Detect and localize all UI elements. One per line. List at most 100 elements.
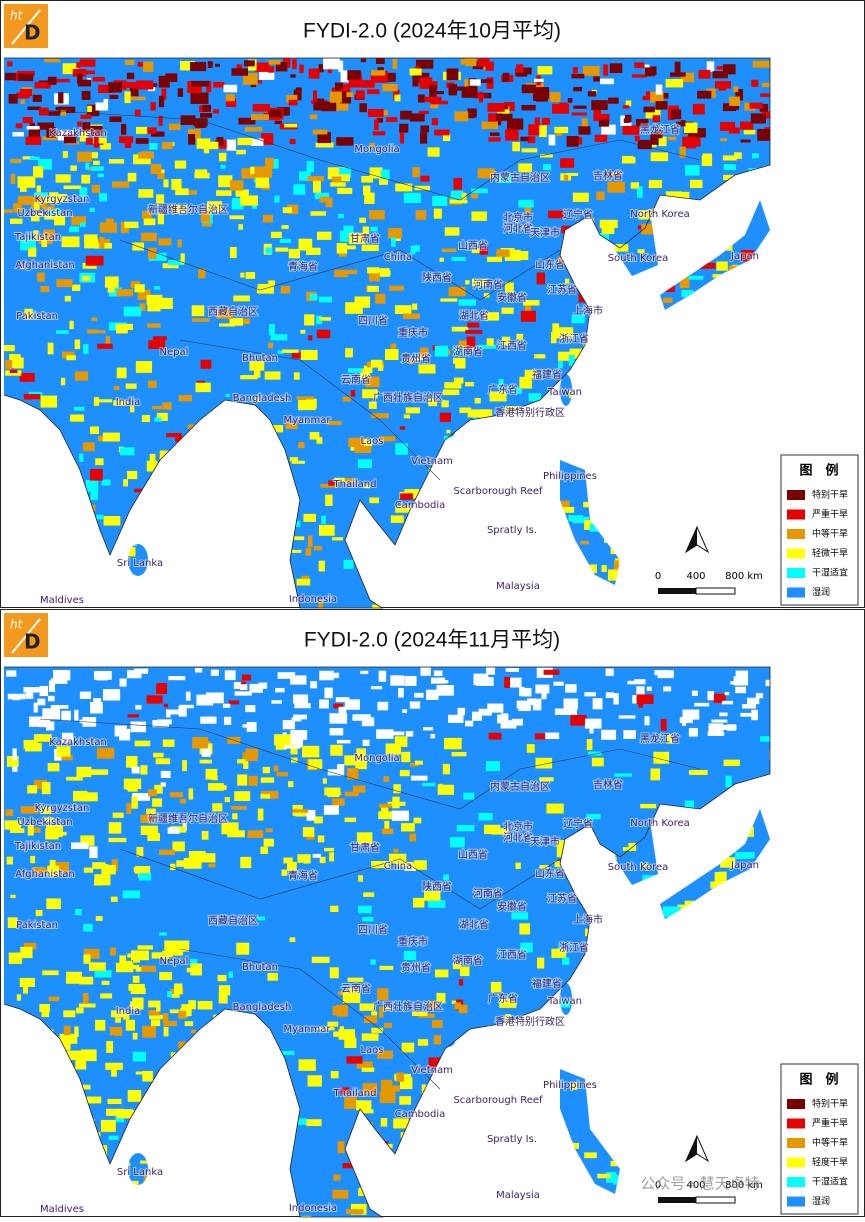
place-label: Mongolia xyxy=(354,753,399,764)
legend-label: 干湿适宜 xyxy=(812,1176,848,1188)
drought-patch xyxy=(180,190,197,195)
drought-patch xyxy=(332,537,343,541)
drought-patch xyxy=(395,183,413,192)
drought-patch xyxy=(65,1050,81,1061)
drought-patch xyxy=(6,670,17,677)
drought-patch xyxy=(327,420,342,426)
drought-patch xyxy=(415,245,420,252)
drought-patch xyxy=(47,111,60,116)
place-label: 香港特别行政区 xyxy=(495,1015,565,1028)
drought-patch xyxy=(110,947,116,956)
drought-patch xyxy=(564,705,577,715)
drought-patch xyxy=(360,80,375,88)
drought-patch xyxy=(56,746,71,757)
drought-patch xyxy=(347,368,363,373)
place-label: 黑龙江省 xyxy=(640,732,680,745)
drought-patch xyxy=(135,1071,144,1075)
drought-patch xyxy=(102,432,120,442)
drought-patch xyxy=(225,94,235,102)
drought-patch xyxy=(563,174,569,181)
scale-label: 800 km xyxy=(725,1180,763,1191)
drought-patch xyxy=(135,138,149,144)
drought-patch xyxy=(606,171,623,176)
drought-patch xyxy=(637,249,645,254)
drought-patch xyxy=(244,60,255,67)
drought-patch xyxy=(126,803,132,815)
drought-patch xyxy=(381,828,394,835)
drought-patch xyxy=(313,546,323,551)
drought-patch xyxy=(751,79,759,87)
place-label: 山东省 xyxy=(535,867,565,880)
drought-patch xyxy=(161,142,173,150)
drought-patch xyxy=(520,136,530,142)
drought-patch xyxy=(614,773,632,777)
drought-patch xyxy=(55,330,69,335)
drought-patch xyxy=(636,186,643,198)
drought-patch xyxy=(396,1072,404,1082)
drought-patch xyxy=(77,73,83,84)
drought-patch xyxy=(190,62,207,72)
drought-patch xyxy=(258,682,268,689)
legend-label: 湿润 xyxy=(812,586,830,598)
drought-patch xyxy=(682,136,697,149)
drought-patch xyxy=(286,861,297,871)
drought-patch xyxy=(292,809,309,813)
place-label: 山西省 xyxy=(458,848,488,861)
drought-patch xyxy=(264,371,281,380)
legend-label: 轻微干旱 xyxy=(812,547,848,559)
drought-patch xyxy=(347,70,361,81)
drought-patch xyxy=(337,1141,345,1154)
drought-patch xyxy=(500,713,509,722)
drought-patch xyxy=(486,667,496,675)
drought-patch xyxy=(116,328,128,334)
drought-patch xyxy=(90,701,103,714)
drought-patch xyxy=(735,670,749,677)
drought-patch xyxy=(49,192,59,199)
drought-patch xyxy=(684,122,698,134)
drought-patch xyxy=(83,867,94,873)
drought-patch xyxy=(471,711,482,721)
drought-patch xyxy=(139,303,146,311)
drought-patch xyxy=(174,160,187,169)
drought-patch xyxy=(224,797,230,803)
place-label: Uzbekistan xyxy=(17,817,72,828)
drought-patch xyxy=(287,204,299,214)
drought-patch xyxy=(157,173,165,180)
drought-patch xyxy=(190,963,202,976)
drought-patch xyxy=(467,108,477,118)
drought-patch xyxy=(79,453,84,462)
place-label: 内蒙古自治区 xyxy=(490,171,550,184)
place-label: North Korea xyxy=(630,209,690,220)
drought-patch xyxy=(196,694,214,706)
drought-patch xyxy=(523,300,540,306)
drought-patch xyxy=(582,65,600,76)
drought-patch xyxy=(385,77,394,81)
drought-patch xyxy=(637,139,652,150)
drought-patch xyxy=(194,169,208,176)
drought-patch xyxy=(361,175,373,183)
drought-patch xyxy=(10,218,23,224)
drought-patch xyxy=(312,129,328,135)
place-label: 西藏自治区 xyxy=(208,305,258,318)
drought-patch xyxy=(364,1015,378,1024)
drought-patch xyxy=(384,1022,393,1028)
drought-patch xyxy=(281,225,289,229)
drought-patch xyxy=(319,670,334,681)
drought-patch xyxy=(377,1050,393,1059)
drought-patch xyxy=(293,372,300,380)
drought-patch xyxy=(98,84,114,93)
drought-patch xyxy=(298,238,313,251)
drought-patch xyxy=(268,280,276,286)
drought-patch xyxy=(128,983,145,991)
place-label: Kyrgyzstan xyxy=(35,194,90,205)
place-label: 陕西省 xyxy=(422,271,452,284)
drought-patch xyxy=(148,1010,160,1016)
drought-patch xyxy=(557,351,570,361)
drought-patch xyxy=(308,335,313,341)
drought-patch xyxy=(350,389,356,397)
drought-patch xyxy=(306,161,314,173)
drought-patch xyxy=(439,412,451,422)
drought-patch xyxy=(477,58,490,67)
drought-patch xyxy=(392,796,400,809)
place-label: 新疆维吾尔自治区 xyxy=(148,812,228,825)
